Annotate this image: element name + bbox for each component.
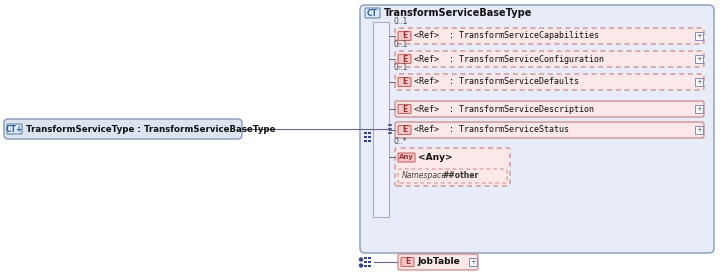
FancyBboxPatch shape	[395, 101, 704, 117]
Bar	[469, 258, 477, 266]
FancyBboxPatch shape	[398, 254, 478, 270]
FancyBboxPatch shape	[360, 5, 714, 253]
Bar	[364, 264, 367, 267]
Text: 0..1: 0..1	[394, 63, 408, 72]
Text: <Ref>  : TransformServiceDefaults: <Ref> : TransformServiceDefaults	[414, 78, 579, 86]
FancyBboxPatch shape	[398, 54, 411, 63]
Text: Namespace: Namespace	[402, 172, 447, 180]
Text: CT+: CT+	[6, 125, 23, 133]
FancyBboxPatch shape	[398, 31, 411, 41]
FancyBboxPatch shape	[395, 74, 704, 90]
Text: <Any>: <Any>	[418, 153, 453, 162]
FancyBboxPatch shape	[398, 105, 411, 113]
Text: <Ref>  : TransformServiceConfiguration: <Ref> : TransformServiceConfiguration	[414, 54, 604, 63]
Text: +: +	[696, 79, 702, 85]
Text: E: E	[402, 105, 407, 113]
Bar	[368, 264, 370, 267]
Bar	[695, 32, 703, 40]
Text: 0..*: 0..*	[394, 137, 408, 146]
FancyBboxPatch shape	[395, 122, 704, 138]
Text: <Ref>  : TransformServiceDescription: <Ref> : TransformServiceDescription	[414, 105, 594, 113]
Text: 0..1: 0..1	[394, 17, 408, 26]
Bar	[695, 105, 703, 113]
Text: TransformServiceBaseType: TransformServiceBaseType	[384, 8, 532, 18]
Text: E: E	[405, 257, 410, 267]
Bar	[364, 257, 367, 259]
FancyBboxPatch shape	[398, 125, 411, 135]
Bar	[364, 140, 367, 142]
Bar	[368, 135, 370, 138]
FancyBboxPatch shape	[4, 119, 242, 139]
Bar	[364, 135, 367, 138]
Text: 0..1: 0..1	[394, 40, 408, 49]
Text: CT: CT	[367, 9, 378, 18]
Bar	[373, 22, 389, 217]
Bar	[368, 131, 370, 134]
Bar	[364, 260, 367, 263]
FancyBboxPatch shape	[398, 153, 415, 162]
Text: JobTable: JobTable	[417, 257, 460, 267]
FancyBboxPatch shape	[365, 8, 380, 18]
Text: E: E	[402, 31, 407, 41]
Text: E: E	[402, 54, 407, 63]
Bar	[368, 140, 370, 142]
Text: +: +	[696, 56, 702, 62]
Text: +: +	[696, 33, 702, 39]
Bar	[368, 260, 370, 263]
Circle shape	[359, 258, 362, 261]
Text: +: +	[696, 106, 702, 112]
Text: Any: Any	[399, 155, 414, 160]
Text: +: +	[470, 259, 476, 265]
Bar	[368, 257, 370, 259]
Bar	[695, 55, 703, 63]
Text: ##other: ##other	[442, 172, 478, 180]
Text: E: E	[402, 125, 407, 135]
Bar	[695, 78, 703, 86]
Text: <Ref>  : TransformServiceCapabilities: <Ref> : TransformServiceCapabilities	[414, 31, 599, 41]
FancyBboxPatch shape	[395, 28, 704, 44]
Text: TransformServiceType : TransformServiceBaseType: TransformServiceType : TransformServiceB…	[26, 125, 275, 133]
FancyBboxPatch shape	[398, 78, 411, 86]
FancyBboxPatch shape	[401, 257, 414, 267]
Circle shape	[359, 264, 362, 267]
Bar	[695, 126, 703, 134]
FancyBboxPatch shape	[7, 124, 22, 134]
FancyBboxPatch shape	[395, 148, 510, 186]
Text: +: +	[696, 127, 702, 133]
FancyBboxPatch shape	[398, 169, 507, 183]
Text: E: E	[402, 78, 407, 86]
Text: <Ref>  : TransformServiceStatus: <Ref> : TransformServiceStatus	[414, 125, 569, 135]
Bar	[364, 131, 367, 134]
FancyBboxPatch shape	[395, 51, 704, 67]
